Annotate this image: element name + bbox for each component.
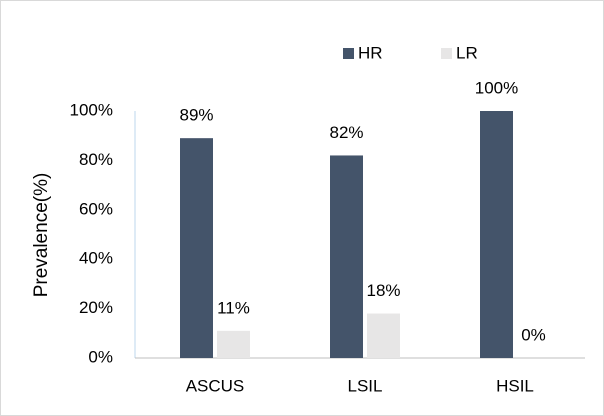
y-tick-label: 80% [79, 150, 113, 169]
data-label: 11% [217, 298, 250, 317]
data-label: 18% [366, 281, 400, 300]
x-tick-label: HSIL [496, 376, 534, 395]
y-tick-label: 60% [79, 199, 113, 218]
y-tick-label: 40% [79, 249, 113, 268]
y-tick-label: 100% [70, 100, 113, 119]
x-tick-label: LSIL [348, 376, 383, 395]
legend-label: LR [456, 43, 478, 62]
data-label: 82% [329, 123, 363, 142]
y-axis-label: Prevalence(%) [31, 173, 52, 298]
legend-swatch [343, 48, 354, 59]
bar [180, 138, 213, 358]
bar [330, 155, 363, 358]
x-tick-label: ASCUS [186, 376, 245, 395]
y-tick-label: 0% [88, 347, 113, 366]
data-label: 0% [521, 325, 546, 344]
bar [480, 111, 513, 358]
bar [367, 313, 400, 358]
data-label: 89% [179, 106, 213, 125]
legend-label: HR [358, 43, 383, 62]
y-tick-label: 20% [79, 298, 113, 317]
bar [217, 330, 250, 358]
data-label: 100% [475, 78, 518, 97]
legend-swatch [441, 48, 452, 59]
